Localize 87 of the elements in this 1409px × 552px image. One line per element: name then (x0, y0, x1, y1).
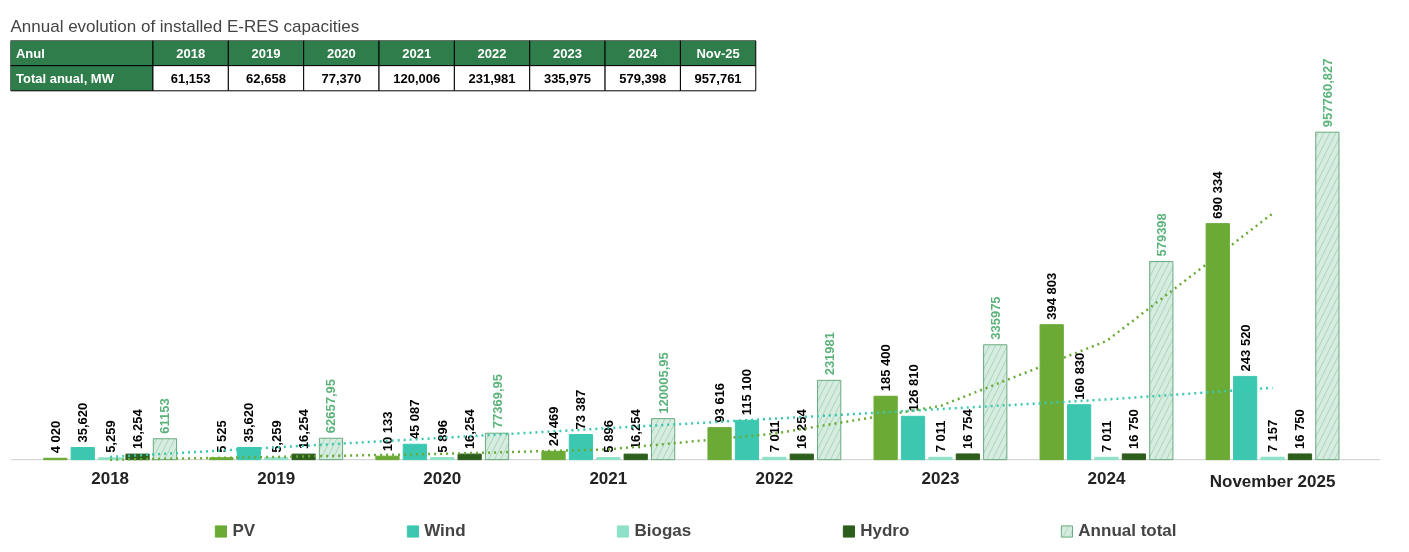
text: 2018 (176, 45, 206, 61)
data-label: 73 387 (573, 389, 589, 430)
bar (762, 456, 787, 461)
x-tick-label: 2023 (921, 469, 960, 489)
bar (900, 415, 926, 461)
x-tick-label: 2021 (589, 469, 628, 489)
chart-title: Annual evolution of installed E-RES capacities (10, 16, 360, 36)
text: Total anual, MW (15, 70, 115, 86)
data-label: 243 520 (1237, 324, 1253, 372)
text: 231,981 (468, 70, 516, 86)
legend-label: Annual total (1078, 521, 1177, 541)
bar (1287, 453, 1313, 461)
data-label: 61153 (157, 398, 173, 434)
text: 2023 (552, 45, 582, 61)
data-label: 185 400 (878, 344, 894, 392)
legend-label: Biogas (634, 521, 692, 541)
bar (70, 446, 95, 461)
legend-label: Hydro (860, 521, 910, 541)
data-label: 16 750 (1292, 409, 1308, 449)
legend-label: PV (232, 521, 256, 541)
data-label: 35,620 (241, 402, 257, 443)
text: Anul (15, 45, 45, 61)
data-label: 7 011 (766, 420, 782, 453)
x-tick-label: 2019 (257, 469, 296, 489)
data-label: 115 100 (739, 369, 755, 416)
data-label: 231981 (821, 331, 837, 376)
data-label: 7 157 (1265, 419, 1281, 453)
text: 579,398 (619, 70, 667, 86)
text: 2021 (402, 45, 432, 61)
data-label: 16 750 (1126, 409, 1142, 449)
text: 2019 (251, 45, 281, 61)
text: 957,761 (694, 70, 742, 86)
x-tick-label: 2022 (755, 469, 794, 489)
data-label: 62657,95 (323, 379, 339, 434)
bar (568, 434, 594, 461)
bar (402, 443, 427, 461)
data-label: 45 087 (407, 399, 423, 440)
x-tick-label: 2018 (91, 469, 130, 489)
data-label: 7 011 (932, 420, 948, 453)
data-label: 24 469 (546, 406, 562, 447)
text: 2024 (628, 45, 658, 61)
data-label: 93 616 (712, 382, 728, 423)
data-label: 394 803 (1044, 272, 1060, 320)
text: 62,658 (246, 70, 286, 86)
legend-label: Wind (424, 521, 466, 541)
data-label: 579398 (1153, 213, 1169, 257)
data-label: 690 334 (1210, 170, 1226, 219)
text: 2020 (326, 45, 356, 61)
data-label: 16,254 (628, 408, 644, 450)
data-label: 335975 (987, 296, 1003, 340)
data-label: 10 133 (379, 411, 395, 452)
data-label: 16 754 (960, 408, 976, 449)
text: 61,153 (170, 70, 211, 86)
bar (596, 457, 621, 461)
text: 77,370 (321, 70, 362, 86)
data-label: 35,620 (75, 402, 91, 443)
data-label: 160 830 (1071, 352, 1087, 400)
data-label: 16,254 (462, 408, 478, 450)
bar (1094, 456, 1119, 461)
bar (955, 453, 980, 461)
bar (1121, 453, 1147, 461)
data-label: 4 020 (47, 420, 63, 454)
x-tick-label: 2024 (1087, 469, 1126, 489)
bar (789, 453, 814, 461)
data-label: 16,254 (296, 408, 312, 450)
text: 120,006 (393, 70, 441, 86)
text: 2022 (477, 45, 507, 61)
data-label: 120005,95 (655, 352, 671, 414)
bar (457, 453, 482, 461)
data-label: 5 896 (600, 420, 616, 453)
bar (623, 453, 648, 461)
data-label: 126 810 (905, 364, 921, 412)
data-label: 957760,827 (1319, 58, 1335, 128)
data-label: 5 896 (434, 420, 450, 453)
data-label: 16 254 (794, 408, 810, 450)
bar (1260, 456, 1285, 461)
data-label: 7 011 (1099, 420, 1114, 453)
text: Nov-25 (696, 45, 740, 61)
bar (928, 456, 953, 461)
x-tick-label: 2020 (423, 469, 462, 489)
data-label: 5,259 (268, 420, 284, 453)
data-label: 77369,95 (489, 373, 505, 429)
bar (430, 457, 455, 461)
x-tick-label: November 2025 (1209, 472, 1336, 492)
data-label: 5,259 (102, 420, 118, 453)
data-label: 16,254 (130, 408, 146, 450)
text: 335,975 (543, 70, 591, 86)
